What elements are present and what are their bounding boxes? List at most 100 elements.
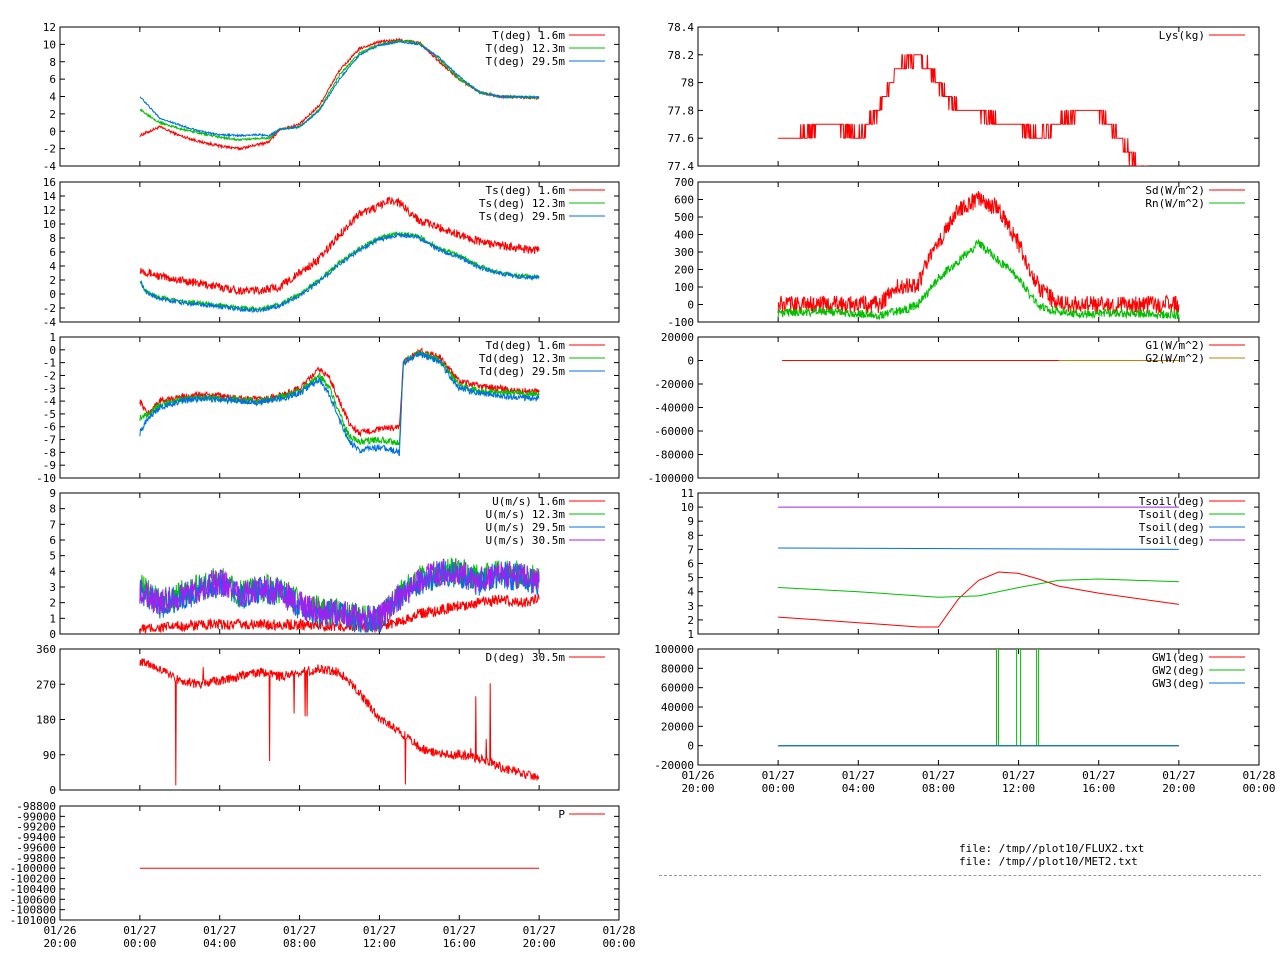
y-tick-label: 90 <box>43 749 56 762</box>
y-tick-label: 360 <box>36 643 56 656</box>
panel-gw: -2000002000040000600008000010000001/2620… <box>654 643 1275 795</box>
y-tick-label: -40000 <box>654 402 694 415</box>
y-tick-label: -8 <box>43 446 56 459</box>
y-tick-label: -4 <box>43 160 57 173</box>
y-tick-label: 20000 <box>661 720 694 733</box>
y-tick-label: -99400 <box>16 831 56 844</box>
y-tick-label: 12 <box>43 204 56 217</box>
series-line <box>139 347 540 438</box>
y-tick-label: 6 <box>49 73 56 86</box>
series-line <box>778 547 1179 550</box>
y-tick-label: 2 <box>49 597 56 610</box>
y-tick-label: 6 <box>687 558 694 571</box>
panel-p: -101000-100800-100600-100400-100200-1000… <box>10 800 636 950</box>
x-tick-label: 20:00 <box>523 937 556 950</box>
y-tick-label: -2 <box>43 302 56 315</box>
legend-label: T(deg) 12.3m <box>486 42 566 55</box>
plot-frame <box>59 492 620 635</box>
legend-label: Td(deg) 1.6m <box>486 339 566 352</box>
x-tick-label: 01/26 <box>681 769 714 782</box>
y-tick-label: 9 <box>687 515 694 528</box>
x-tick-label: 04:00 <box>842 782 875 795</box>
x-tick-label: 08:00 <box>283 937 316 950</box>
y-tick-label: 80000 <box>661 662 694 675</box>
y-tick-label: 14 <box>43 190 57 203</box>
y-tick-label: 100000 <box>654 643 694 656</box>
y-tick-label: -80000 <box>654 449 694 462</box>
legend-label: GW1(deg) <box>1152 651 1205 664</box>
series-line <box>139 39 540 142</box>
y-tick-label: 100 <box>674 281 694 294</box>
legend-label: Td(deg) 29.5m <box>479 365 565 378</box>
x-tick-label: 01/27 <box>523 924 556 937</box>
x-tick-label: 08:00 <box>922 782 955 795</box>
legend-label: Sd(W/m^2) <box>1145 184 1205 197</box>
y-tick-label: -4 <box>43 316 57 329</box>
y-tick-label: 12 <box>43 21 56 34</box>
y-tick-label: 1 <box>49 331 56 344</box>
x-tick-label: 20:00 <box>681 782 714 795</box>
y-tick-label: 78 <box>681 77 694 90</box>
y-tick-label: 4 <box>49 91 56 104</box>
y-tick-label: 6 <box>49 534 56 547</box>
series-line <box>778 571 1179 628</box>
y-tick-label: 78.4 <box>668 21 695 34</box>
x-tick-label: 01/27 <box>123 924 156 937</box>
x-tick-label: 01/27 <box>203 924 236 937</box>
y-tick-label: 0 <box>49 125 56 138</box>
y-tick-label: 9 <box>49 487 56 500</box>
y-tick-label: 300 <box>674 246 694 259</box>
y-tick-label: -5 <box>43 408 56 421</box>
footer-divider <box>659 875 1261 876</box>
y-tick-label: 1 <box>687 628 694 641</box>
y-tick-label: 4 <box>687 586 694 599</box>
plot-frame <box>59 805 620 921</box>
y-tick-label: 77.6 <box>668 132 695 145</box>
y-tick-label: 16 <box>43 176 56 189</box>
y-tick-label: 40000 <box>661 701 694 714</box>
legend-label: U(m/s) 29.5m <box>486 521 566 534</box>
file-label-2: file: /tmp//plot10/MET2.txt <box>959 855 1138 868</box>
y-tick-label: -20000 <box>654 759 694 772</box>
series-line <box>139 40 540 138</box>
y-tick-label: -20000 <box>654 378 694 391</box>
y-tick-label: 400 <box>674 229 694 242</box>
y-tick-label: 0 <box>49 628 56 641</box>
y-tick-label: -100000 <box>648 472 694 485</box>
y-tick-label: 4 <box>49 565 56 578</box>
y-tick-label: 5 <box>49 550 56 563</box>
legend-label: D(deg) 30.5m <box>486 651 566 664</box>
x-tick-label: 16:00 <box>1082 782 1115 795</box>
y-tick-label: -99800 <box>16 852 56 865</box>
x-tick-label: 01/27 <box>1082 769 1115 782</box>
y-tick-label: 2 <box>49 108 56 121</box>
series-line <box>778 578 1179 598</box>
file-label-1: file: /tmp//plot10/FLUX2.txt <box>959 842 1145 855</box>
x-tick-label: 01/26 <box>43 924 76 937</box>
series-line <box>139 231 540 313</box>
panel-lys: 77.4 77.6 77.8 78 78.2 78.4 Lys(kg) <box>668 21 1260 173</box>
y-tick-label: -101000 <box>10 914 56 927</box>
y-tick-label: -2 <box>43 369 56 382</box>
y-tick-label: 10 <box>43 38 56 51</box>
x-tick-label: 16:00 <box>443 937 476 950</box>
x-tick-label: 01/28 <box>1242 769 1275 782</box>
legend-label: Lys(kg) <box>1159 29 1205 42</box>
y-tick-label: 3 <box>49 581 56 594</box>
legend-label: T(deg) 1.6m <box>492 29 565 42</box>
legend-label: GW3(deg) <box>1152 677 1205 690</box>
legend-label: G1(W/m^2) <box>1145 339 1205 352</box>
y-tick-label: 0 <box>687 740 694 753</box>
x-tick-label: 00:00 <box>123 937 156 950</box>
y-tick-label: 20000 <box>661 331 694 344</box>
y-tick-label: 77.4 <box>668 160 695 173</box>
y-tick-label: 8 <box>687 529 694 542</box>
y-tick-label: -100400 <box>10 883 56 896</box>
y-tick-label: 4 <box>49 260 56 273</box>
legend-label: P <box>558 808 565 821</box>
legend-label: Tsoil(deg) <box>1139 521 1205 534</box>
legend-label: Td(deg) 12.3m <box>479 352 565 365</box>
